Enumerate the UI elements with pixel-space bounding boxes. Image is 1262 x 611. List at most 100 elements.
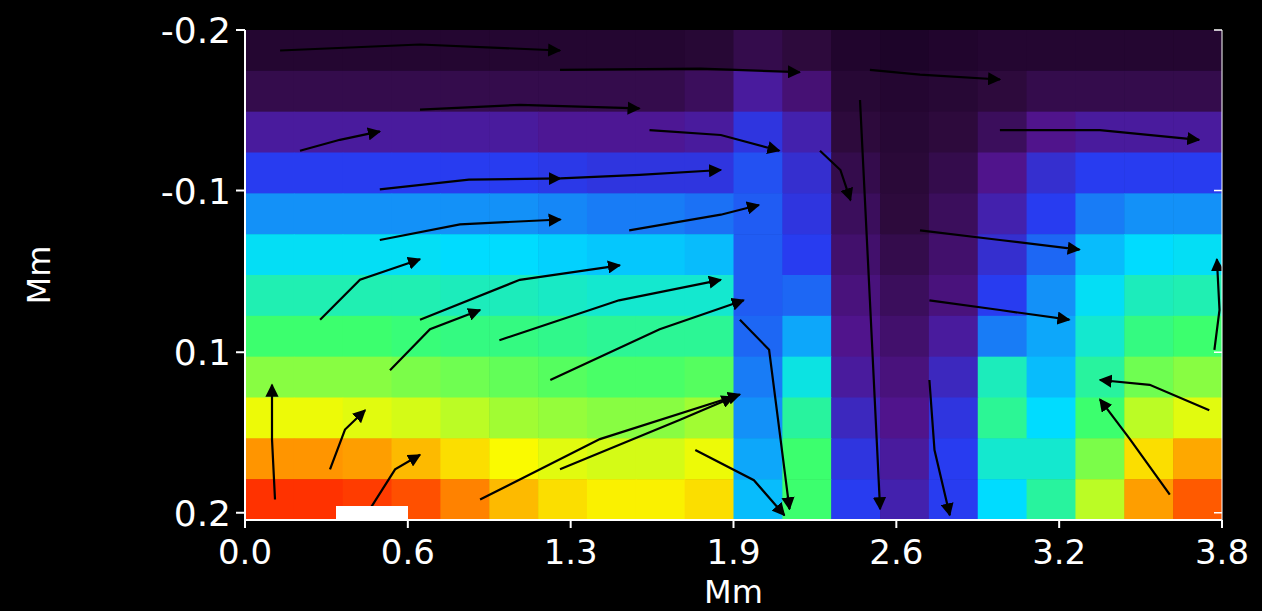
streamline: [929, 300, 1069, 319]
heat-cell: [1124, 438, 1173, 479]
x-tick-label: 3.8: [1195, 532, 1249, 572]
heat-cell: [1124, 398, 1173, 439]
streamline: [1100, 399, 1170, 494]
heat-cell: [392, 357, 441, 398]
heat-cell: [294, 112, 343, 153]
heat-cell: [1075, 479, 1124, 520]
heat-cell: [929, 193, 978, 234]
heat-cell: [343, 234, 392, 275]
heat-cell: [392, 112, 441, 153]
streamline: [380, 220, 561, 241]
heat-cell: [587, 398, 636, 439]
heat-cell: [685, 153, 734, 194]
heat-cell: [929, 30, 978, 71]
y-tick-label: -0.2: [161, 10, 231, 51]
heat-cell: [734, 30, 783, 71]
heat-cell: [978, 112, 1027, 153]
heat-cell: [831, 112, 880, 153]
heat-cell: [978, 30, 1027, 71]
y-tick-label: -0.1: [161, 171, 231, 212]
heat-cell: [1027, 316, 1076, 357]
x-tick-label: 1.9: [706, 532, 760, 572]
y-tick-right: [1214, 512, 1222, 514]
heat-cell: [538, 479, 587, 520]
heat-cell: [929, 398, 978, 439]
heat-cell: [1027, 112, 1076, 153]
heat-cell: [245, 234, 294, 275]
heat-cell: [538, 112, 587, 153]
heat-cell: [538, 193, 587, 234]
heat-cell: [831, 398, 880, 439]
heat-cell: [1027, 30, 1076, 71]
y-tick: [236, 190, 245, 192]
x-tick-label: 1.3: [544, 532, 598, 572]
heat-cell: [440, 112, 489, 153]
x-tick-label: 2.6: [869, 532, 923, 572]
x-tick: [895, 520, 897, 528]
heat-cell: [1124, 316, 1173, 357]
heat-cell: [1173, 193, 1222, 234]
heat-cell: [1027, 153, 1076, 194]
heat-cell: [685, 357, 734, 398]
heat-cell: [587, 30, 636, 71]
heat-cell: [489, 153, 538, 194]
heat-cell: [1173, 30, 1222, 71]
heat-cell: [1075, 438, 1124, 479]
heat-cell: [1124, 71, 1173, 112]
heat-cell: [294, 71, 343, 112]
heat-cell: [489, 357, 538, 398]
heat-cell: [929, 234, 978, 275]
heat-cell: [880, 71, 929, 112]
heat-cell: [294, 30, 343, 71]
heat-cell: [929, 275, 978, 316]
heat-cell: [685, 71, 734, 112]
heat-cell: [782, 438, 831, 479]
heat-cell: [1075, 153, 1124, 194]
heat-cell: [831, 71, 880, 112]
streamline: [560, 69, 800, 73]
heat-cell: [343, 275, 392, 316]
heat-cell: [1173, 438, 1222, 479]
x-tick-label: 0.6: [381, 532, 435, 572]
heat-cell: [1173, 316, 1222, 357]
heat-cell: [1173, 153, 1222, 194]
heat-cell: [343, 112, 392, 153]
heat-cell: [978, 479, 1027, 520]
streamline: [1100, 380, 1209, 410]
heat-cell: [343, 316, 392, 357]
heat-cell: [929, 479, 978, 520]
heat-cell: [245, 71, 294, 112]
heat-cell: [1027, 479, 1076, 520]
heat-cell: [831, 234, 880, 275]
heat-cell: [1027, 234, 1076, 275]
heat-cell: [636, 357, 685, 398]
heat-cell: [880, 153, 929, 194]
heat-cell: [831, 30, 880, 71]
heat-cell: [392, 234, 441, 275]
streamline: [629, 205, 759, 230]
heat-cell: [734, 153, 783, 194]
heat-cell: [636, 479, 685, 520]
heat-cell: [880, 438, 929, 479]
heat-cell: [489, 316, 538, 357]
heat-cell: [1075, 71, 1124, 112]
heat-cell: [978, 398, 1027, 439]
heat-cell: [734, 193, 783, 234]
streamline: [272, 385, 275, 500]
heat-cell: [1173, 234, 1222, 275]
heat-cell: [392, 71, 441, 112]
streamline: [380, 178, 561, 189]
heat-cell: [587, 275, 636, 316]
heat-cell: [880, 357, 929, 398]
heat-cell: [880, 275, 929, 316]
streamline: [560, 397, 734, 469]
heat-cell: [685, 316, 734, 357]
heat-cell: [1173, 479, 1222, 520]
heat-cell: [782, 71, 831, 112]
heat-cell: [978, 71, 1027, 112]
heat-cell: [880, 112, 929, 153]
heat-cell: [538, 398, 587, 439]
heat-cell: [782, 479, 831, 520]
heat-cell: [782, 112, 831, 153]
streamline: [1214, 259, 1219, 350]
